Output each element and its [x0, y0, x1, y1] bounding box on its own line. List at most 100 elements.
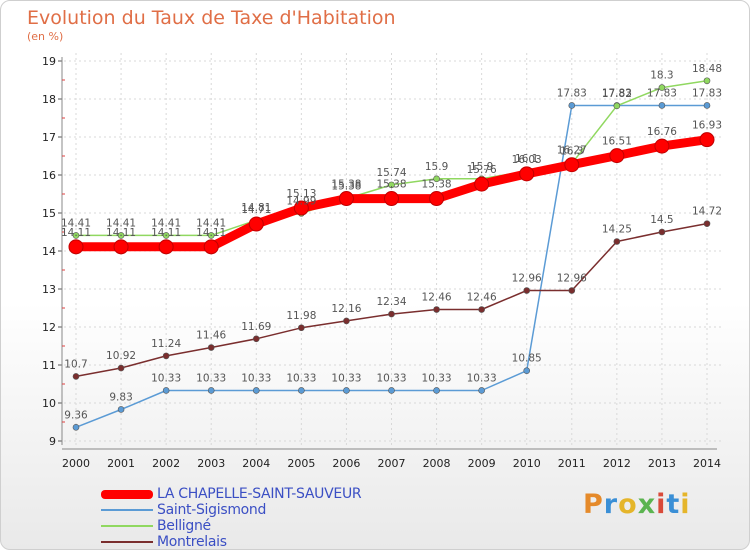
data-label: 15.38 — [331, 179, 361, 191]
data-label: 14.99 — [286, 195, 316, 207]
data-label: 16.51 — [602, 136, 632, 148]
data-label: 15.9 — [470, 161, 493, 173]
data-point — [72, 232, 80, 239]
data-label: 15.74 — [376, 167, 406, 179]
data-point — [703, 77, 711, 85]
data-label: 10.7 — [64, 358, 87, 370]
data-point — [613, 238, 621, 245]
data-label: 18.3 — [650, 70, 673, 82]
data-point — [564, 157, 580, 173]
logo-letter: r — [603, 489, 619, 520]
data-point — [117, 232, 125, 239]
data-point — [117, 364, 125, 372]
data-point — [568, 102, 576, 109]
data-label: 9.83 — [109, 391, 132, 403]
data-point — [338, 191, 354, 207]
data-label: 16.1 — [515, 153, 538, 165]
data-label: 11.69 — [241, 321, 271, 333]
legend-label: Saint-Sigismond — [157, 502, 267, 518]
y-tick-label: 16 — [42, 169, 56, 182]
data-point — [613, 102, 621, 110]
legend-swatch — [101, 541, 153, 543]
data-point — [252, 387, 260, 394]
data-label: 14.81 — [241, 202, 271, 214]
data-point — [158, 239, 174, 255]
data-point — [658, 84, 666, 91]
x-tick-label: 2006 — [332, 457, 360, 470]
data-point — [519, 166, 535, 182]
legend-label: Belligné — [157, 518, 211, 534]
data-point — [474, 176, 490, 192]
data-point — [203, 239, 219, 255]
grid — [64, 53, 721, 445]
data-labels: 9.36 9.83 10.33 10.33 10.33 10.33 10.33 10.33 10… — [61, 63, 722, 422]
data-label: 14.41 — [61, 217, 91, 229]
y-tick-label: 15 — [42, 207, 56, 220]
axes: 9 10 11 12 13 14 15 16 17 18 19 2000 2001 2002 2003 200… — [42, 55, 721, 470]
y-tick-label: 18 — [42, 93, 56, 106]
data-point — [609, 148, 625, 164]
x-tick-label: 2004 — [242, 457, 270, 470]
data-label: 15.38 — [331, 181, 361, 193]
data-label: 14.41 — [151, 217, 181, 229]
data-label: 16.93 — [692, 120, 722, 132]
data-point — [343, 387, 350, 394]
y-tick-label: 19 — [42, 55, 56, 68]
x-tick-label: 2009 — [468, 457, 496, 470]
data-point — [293, 200, 309, 216]
data-label: 11.98 — [286, 310, 316, 322]
data-point — [433, 387, 440, 394]
data-point — [478, 387, 485, 394]
y-tick-label: 14 — [42, 245, 56, 258]
legend-swatch — [101, 525, 153, 527]
series-points — [68, 77, 715, 431]
data-label: 18.48 — [692, 63, 722, 75]
data-label: 12.96 — [512, 273, 542, 285]
data-point — [384, 191, 399, 207]
legend-item-la-chapelle-saint-sauveur: LA CHAPELLE-SAINT-SAUVEUR — [101, 486, 421, 502]
data-label: 12.16 — [331, 303, 361, 315]
data-point — [298, 324, 305, 332]
data-label: 12.96 — [557, 273, 587, 285]
data-point — [429, 191, 445, 207]
data-label: 14.11 — [196, 227, 226, 239]
x-tick-label: 2002 — [152, 457, 180, 470]
data-label: 10.85 — [512, 353, 542, 365]
data-point — [703, 220, 711, 227]
legend-item-saint-sigismond: Saint-Sigismond — [101, 502, 421, 518]
data-label: 16.76 — [647, 126, 677, 138]
data-point — [433, 175, 440, 183]
x-tick-label: 2012 — [603, 457, 631, 470]
legend: LA CHAPELLE-SAINT-SAUVEUR Saint-Sigismon… — [101, 486, 421, 549]
data-label: 14.71 — [241, 204, 271, 216]
data-label: 10.33 — [241, 372, 271, 384]
logo-letter: x — [637, 489, 657, 520]
data-point — [248, 216, 264, 232]
data-label: 14.11 — [106, 227, 136, 239]
data-label: 10.92 — [106, 350, 136, 362]
data-label: 14.72 — [692, 206, 722, 218]
data-point — [343, 317, 350, 325]
data-point — [699, 132, 715, 148]
data-label: 14.25 — [602, 224, 632, 236]
y-tick-label: 9 — [49, 435, 56, 448]
data-point — [207, 232, 215, 239]
data-point — [72, 373, 80, 380]
data-label: 15.38 — [376, 179, 406, 191]
legend-item-bellign: Belligné — [101, 518, 421, 534]
data-label: 15.13 — [286, 188, 316, 200]
chart-subtitle: (en %) — [27, 30, 64, 43]
data-point — [117, 406, 125, 413]
data-label: 10.33 — [196, 372, 226, 384]
x-tick-label: 2010 — [513, 457, 541, 470]
logo-letter: i — [656, 489, 667, 520]
data-point — [162, 352, 170, 360]
data-point — [298, 387, 305, 394]
data-point — [568, 287, 576, 294]
data-label: 12.46 — [467, 292, 497, 304]
y-tick-label: 17 — [42, 131, 56, 144]
data-label: 10.33 — [331, 372, 361, 384]
data-point — [523, 287, 531, 294]
